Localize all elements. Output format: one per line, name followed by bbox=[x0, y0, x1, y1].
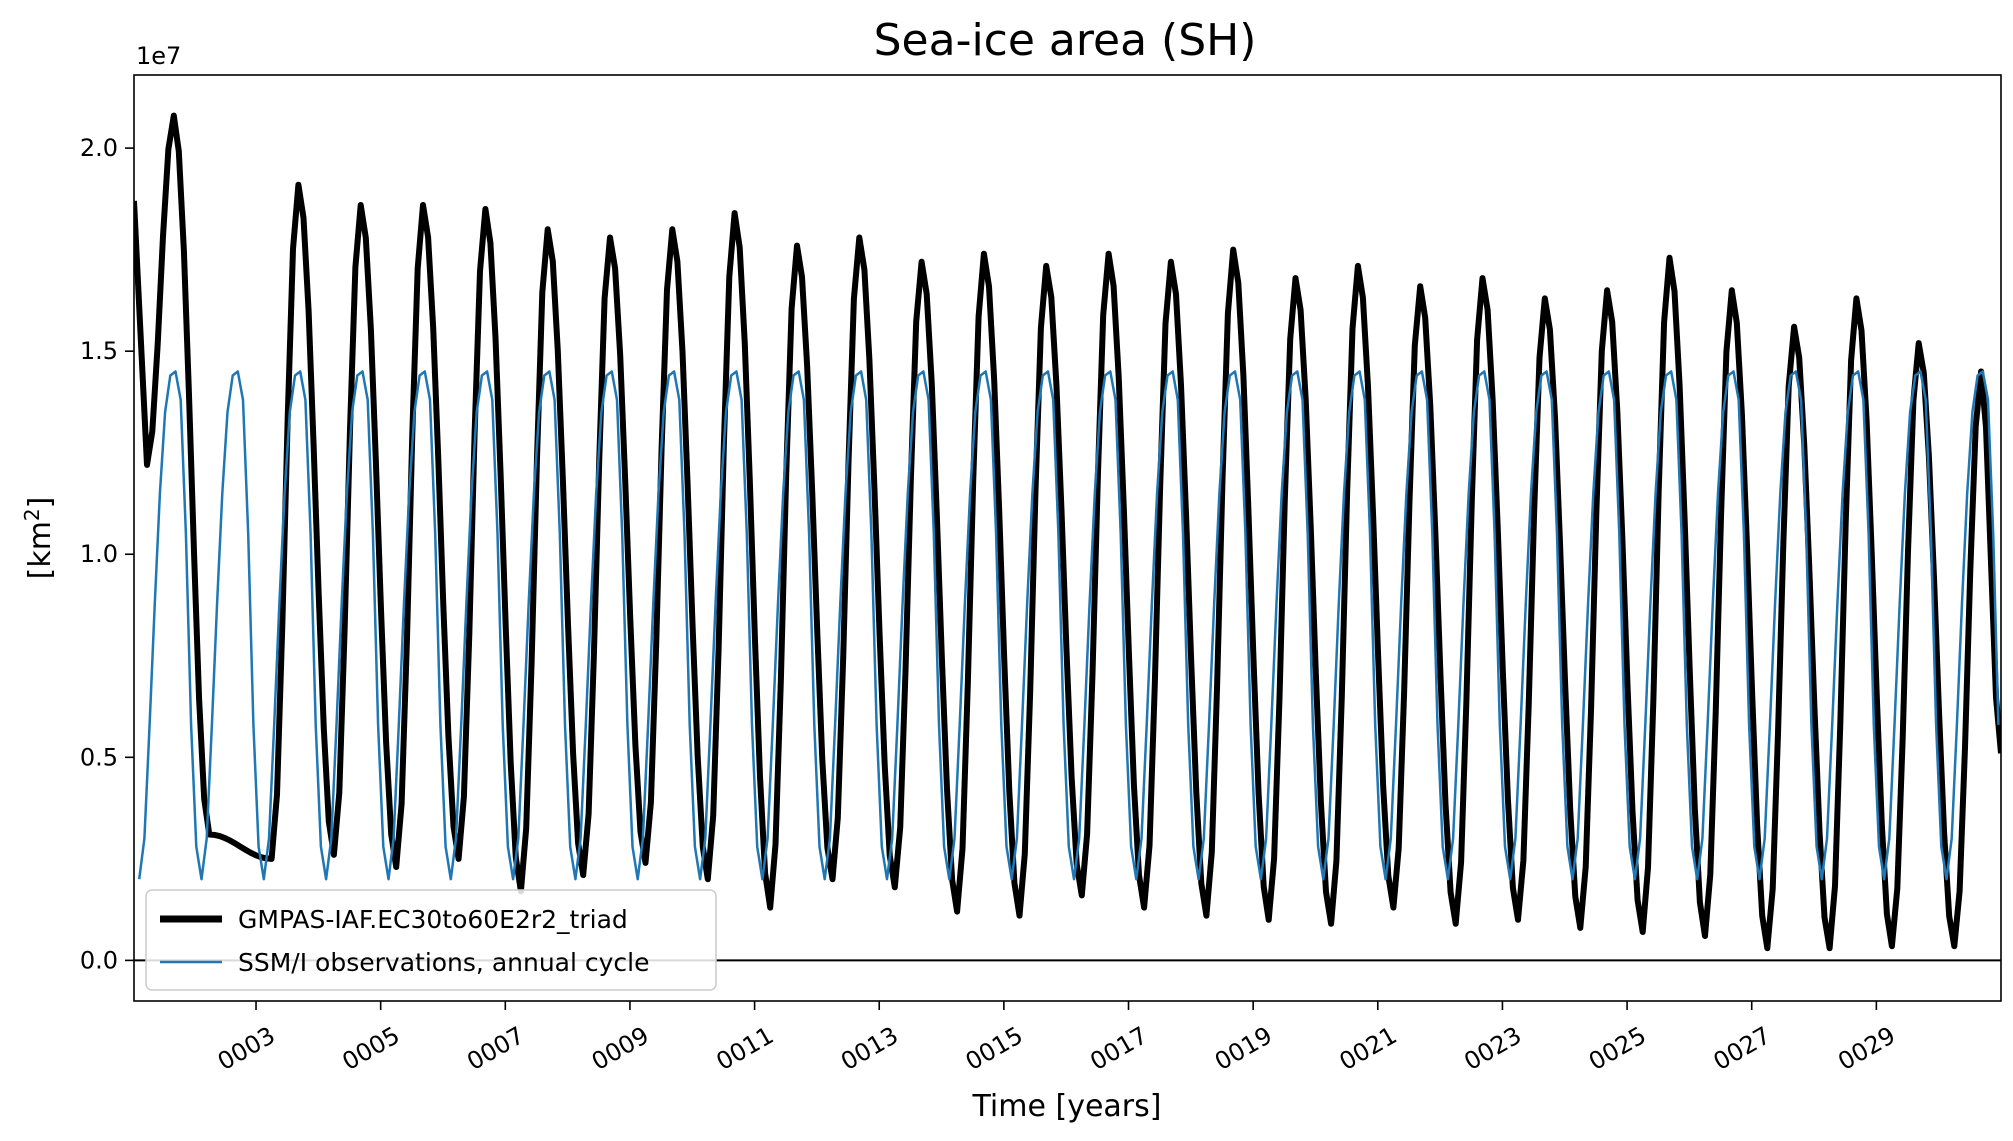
x-tick-label: 0019 bbox=[1210, 1021, 1277, 1076]
x-tick-label: 0017 bbox=[1085, 1021, 1152, 1076]
x-tick-label: 0013 bbox=[836, 1021, 903, 1076]
legend-label-model: GMPAS-IAF.EC30to60E2r2_triad bbox=[238, 905, 628, 934]
x-tick-label: 0011 bbox=[711, 1021, 778, 1076]
series-line-model bbox=[134, 112, 2001, 952]
plot-frame bbox=[133, 74, 2002, 1002]
y-axis-label-close: ] bbox=[23, 497, 58, 509]
x-tick-label: 0007 bbox=[462, 1021, 529, 1076]
x-tick-label: 0009 bbox=[587, 1021, 654, 1076]
x-tick-label: 0021 bbox=[1335, 1021, 1402, 1076]
x-tick-label: 0005 bbox=[338, 1021, 405, 1076]
series-layer bbox=[134, 112, 2001, 962]
y-tick-label: 2.0 bbox=[80, 134, 118, 162]
x-tick-label: 0015 bbox=[961, 1021, 1028, 1076]
x-tick-label: 0027 bbox=[1709, 1021, 1776, 1076]
x-axis-label: Time [years] bbox=[972, 1089, 1162, 1124]
y-axis-ticks: 0.0 0.5 1.0 1.5 2.0 bbox=[80, 134, 134, 974]
y-tick-label: 1.5 bbox=[80, 337, 118, 365]
y-tick-label: 0.5 bbox=[80, 743, 118, 771]
chart-title: Sea-ice area (SH) bbox=[874, 15, 1257, 66]
x-tick-label: 0003 bbox=[213, 1021, 280, 1076]
x-tick-label: 0025 bbox=[1584, 1021, 1651, 1076]
legend-box bbox=[145, 889, 717, 991]
y-axis-label-sup: 2 bbox=[20, 508, 44, 521]
x-axis-ticks: 0003 0005 0007 0009 0011 0013 0015 0017 0019 0021… bbox=[213, 1001, 1900, 1076]
y-offset-label: 1e7 bbox=[136, 42, 181, 70]
x-tick-label: 0023 bbox=[1459, 1021, 1526, 1076]
y-axis-label: [km2] bbox=[20, 497, 58, 580]
legend-label-obs: SSM/I observations, annual cycle bbox=[238, 948, 650, 977]
y-tick-label: 1.0 bbox=[80, 540, 118, 568]
y-tick-label: 0.0 bbox=[80, 946, 118, 974]
series-line-observations bbox=[137, 370, 2000, 881]
legend: GMPAS-IAF.EC30to60E2r2_triad SSM/I obser… bbox=[145, 889, 717, 991]
x-tick-label: 0029 bbox=[1833, 1021, 1900, 1076]
y-axis-label-base: [km bbox=[23, 521, 58, 579]
